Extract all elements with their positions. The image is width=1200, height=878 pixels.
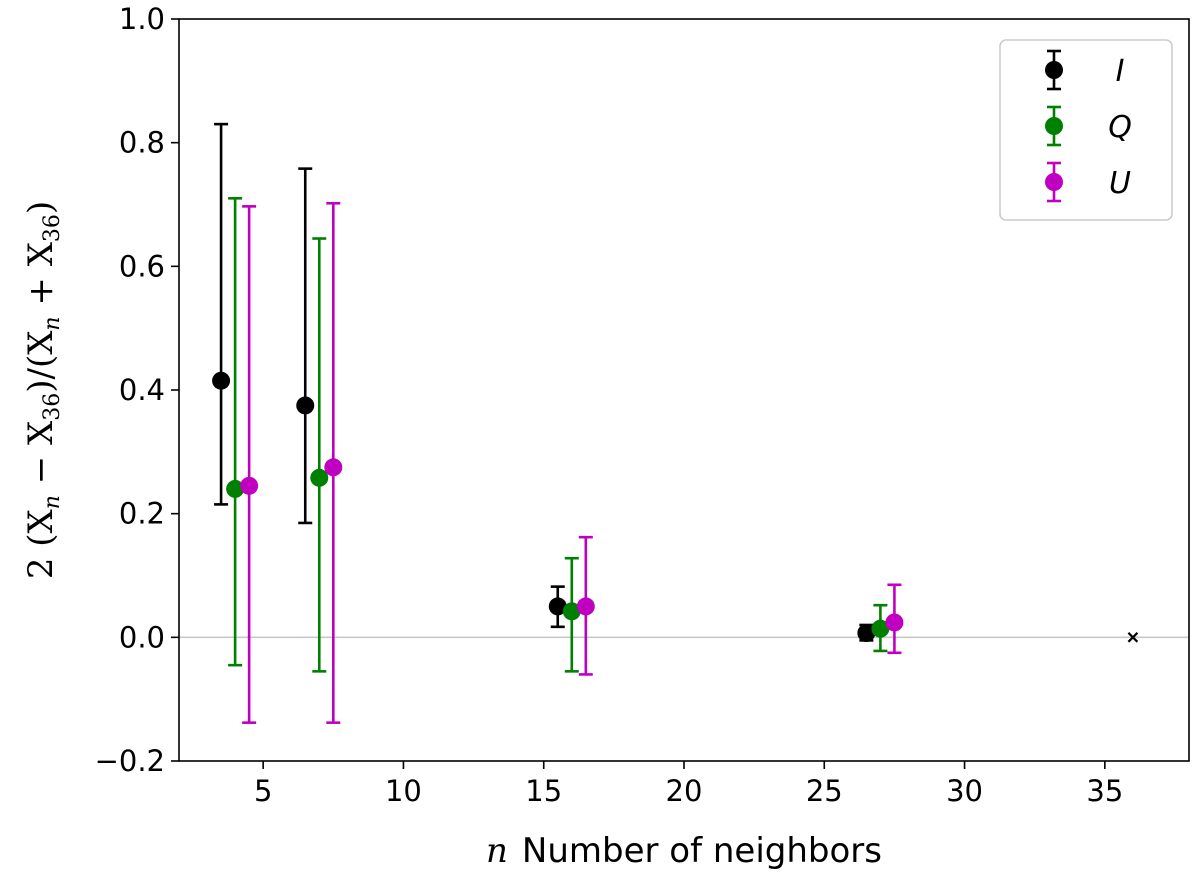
x-tick-label: 25 <box>806 774 843 808</box>
data-point <box>885 613 904 632</box>
x-tick-label: 35 <box>1086 774 1123 808</box>
legend-marker <box>1045 61 1063 79</box>
y-tick-label: 0.4 <box>119 373 165 407</box>
legend-marker <box>1045 117 1063 135</box>
y-label-part-5: ) <box>21 201 61 214</box>
y-axis-label: 2 (Xn − X36)/(Xn + X36) <box>21 201 65 579</box>
series-q <box>226 197 890 673</box>
data-point <box>857 624 876 643</box>
legend-label: Q <box>1108 110 1132 145</box>
legend-frame <box>999 39 1173 221</box>
y-label-sub-2: 36 <box>40 393 65 421</box>
y-label-part-2: − X <box>21 420 61 495</box>
data-point <box>871 619 890 638</box>
reference-x-marker <box>1127 632 1139 643</box>
y-tick-label: 0.0 <box>119 620 165 654</box>
y-tick-label: 0.6 <box>119 249 165 283</box>
y-tick-label: 0.2 <box>119 497 165 531</box>
x-tick-label: 15 <box>525 774 562 808</box>
series-i <box>212 122 876 643</box>
data-point <box>324 458 343 477</box>
data-point <box>212 371 231 390</box>
legend: IQU <box>999 39 1173 221</box>
legend-item-u: U <box>1045 161 1131 203</box>
legend-marker <box>1045 173 1063 191</box>
y-label-sub-1: n <box>40 495 65 509</box>
x-tick-label: 10 <box>385 774 422 808</box>
y-tick-label: −0.2 <box>95 744 165 778</box>
y-label-part-1: 2 (X <box>21 508 61 579</box>
data-point <box>310 468 329 487</box>
data-point <box>296 396 315 415</box>
y-tick-label: 0.8 <box>119 126 165 160</box>
x-tick-label: 5 <box>254 774 272 808</box>
data-point <box>226 479 245 498</box>
x-tick-label: 30 <box>946 774 983 808</box>
data-point <box>562 602 581 621</box>
data-point <box>548 597 567 616</box>
data-point <box>240 476 259 495</box>
legend-label: U <box>1109 166 1131 201</box>
x-axis-label-var: n <box>486 831 508 871</box>
data-point <box>576 597 595 616</box>
legend-label: I <box>1116 54 1125 89</box>
series-u <box>240 201 904 724</box>
y-tick-label: 1.0 <box>119 2 165 36</box>
x-tick-label: 20 <box>666 774 703 808</box>
legend-item-q: Q <box>1045 105 1132 147</box>
marker-stroke <box>1127 632 1139 643</box>
x-axis-label-text: Number of neighbors <box>522 831 882 871</box>
x-axis-label: n Number of neighbors <box>486 831 882 871</box>
y-label-part-4: + X <box>21 241 61 316</box>
legend-item-i: I <box>1045 49 1125 91</box>
y-label-part-3: )/(X <box>21 330 61 393</box>
y-label-sub-3: n <box>40 316 65 330</box>
y-label-sub-4: 36 <box>40 214 65 242</box>
